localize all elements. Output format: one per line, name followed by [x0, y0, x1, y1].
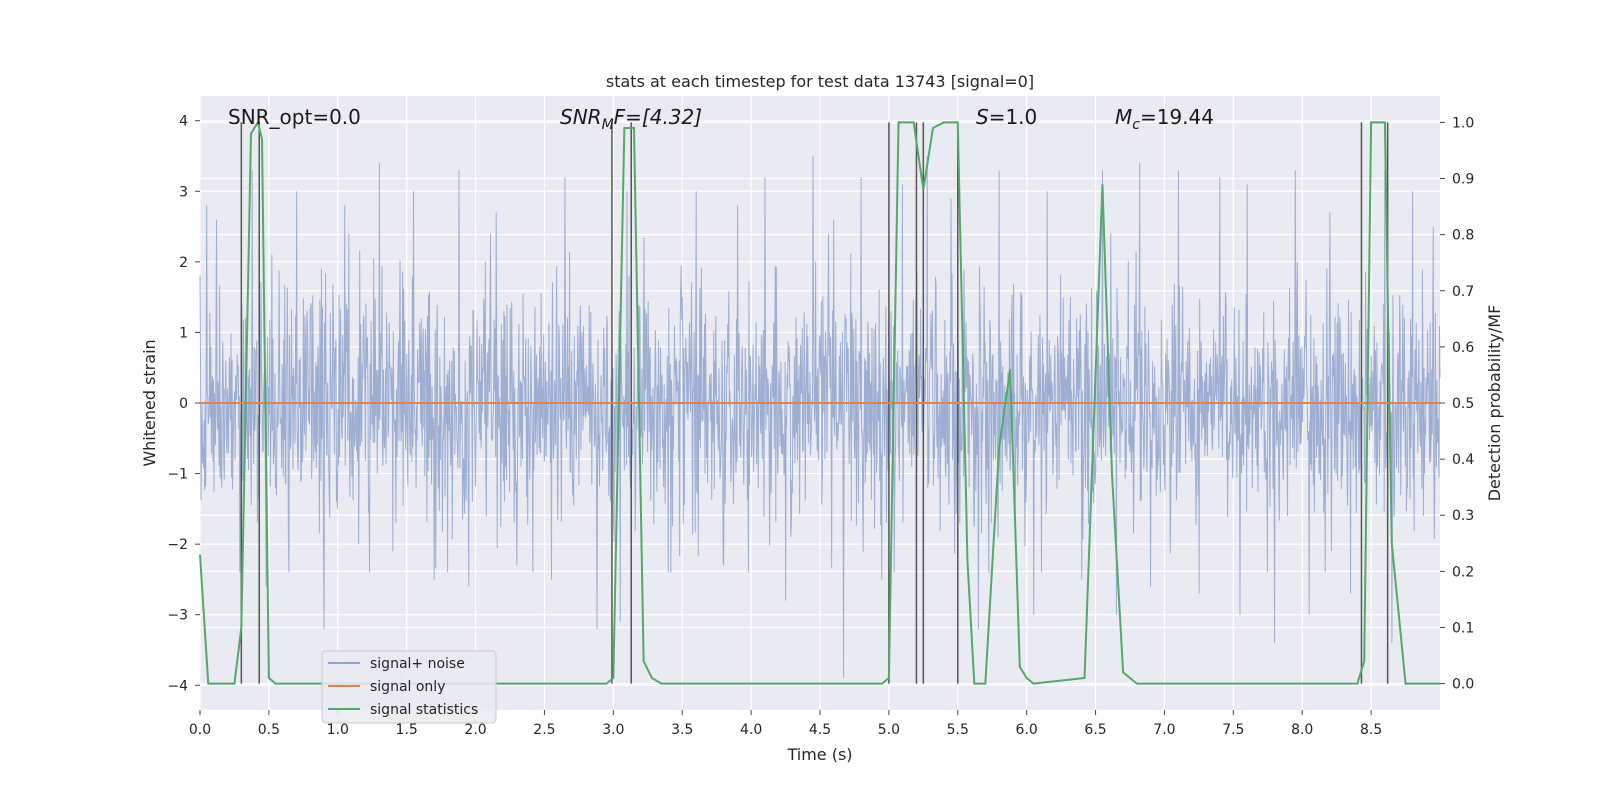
y-axis-right-label: Detection probability/MF — [1485, 305, 1504, 502]
y-right-tick-label: 0.7 — [1452, 284, 1474, 300]
y-left-tick-label: −3 — [167, 608, 188, 624]
y-left-tick-label: 1 — [179, 325, 188, 341]
annotation-mc: Mc=19.44 — [1115, 105, 1214, 133]
legend: signal+ noise signal only signal statist… — [321, 650, 497, 724]
x-tick-label: 0.5 — [258, 722, 280, 738]
y-right-tick-label: 0.9 — [1452, 172, 1474, 188]
x-axis-ticks: 0.0 0.5 1.0 1.5 2.0 2.5 3.0 3.5 4.0 4.5 5.0 5.5 6.0 6… — [189, 710, 1382, 738]
annotation-snr-mf-sub: M — [602, 117, 614, 133]
annotation-mc-rest: =19.44 — [1140, 105, 1214, 129]
series-signal-noise — [199, 155, 1441, 679]
legend-box — [321, 650, 497, 724]
y-left-tick-label: 0 — [179, 396, 188, 412]
y-right-tick-label: 1.0 — [1452, 115, 1474, 131]
legend-entry-signal: signal only — [370, 679, 445, 695]
y-left-tick-label: 2 — [179, 255, 188, 271]
y-axis-left-ticks: −4 −3 −2 −1 0 1 2 3 4 — [167, 114, 200, 694]
y-right-tick-label: 0.2 — [1452, 564, 1474, 580]
annotation-snr-mf: SNRMF=[4.32] — [560, 105, 702, 133]
legend-entry-statistics: signal statistics — [370, 702, 478, 718]
y-left-tick-label: −1 — [167, 467, 188, 483]
annotation-snr-opt: SNR_opt=0.0 — [228, 105, 361, 129]
y-axis-right-ticks: 0.0 0.1 0.2 0.3 0.4 0.5 0.6 0.7 0.8 0.9 1.0 — [1440, 115, 1474, 693]
x-tick-label: 2.0 — [464, 722, 486, 738]
y-right-tick-label: 0.8 — [1452, 228, 1474, 244]
x-tick-label: 8.5 — [1360, 722, 1382, 738]
y-left-tick-label: −2 — [167, 537, 188, 553]
x-tick-label: 6.5 — [1084, 722, 1106, 738]
legend-entry-noise: signal+ noise — [370, 656, 465, 672]
x-tick-label: 7.0 — [1153, 722, 1175, 738]
x-tick-label: 4.5 — [809, 722, 831, 738]
y-left-tick-label: 4 — [179, 114, 188, 130]
x-tick-label: 5.5 — [947, 722, 969, 738]
y-left-tick-label: 3 — [179, 184, 188, 200]
annotation-mc-main: M — [1115, 105, 1132, 129]
x-tick-label: 3.0 — [602, 722, 624, 738]
chart-title: stats at each timestep for test data 137… — [606, 72, 1034, 91]
x-tick-label: 2.5 — [533, 722, 555, 738]
x-tick-label: 5.0 — [878, 722, 900, 738]
y-right-tick-label: 0.1 — [1452, 620, 1474, 636]
x-tick-label: 3.5 — [671, 722, 693, 738]
y-right-tick-label: 0.4 — [1452, 452, 1474, 468]
y-right-tick-label: 0.5 — [1452, 396, 1474, 412]
line-series — [199, 119, 1440, 685]
annotation-s-rest: =1.0 — [989, 105, 1038, 129]
x-tick-label: 0.0 — [189, 722, 211, 738]
noise-series — [199, 155, 1441, 679]
x-tick-label: 6.0 — [1016, 722, 1038, 738]
x-tick-label: 4.0 — [740, 722, 762, 738]
annotation-snr-mf-main: SNR — [560, 105, 602, 129]
x-tick-label: 1.5 — [396, 722, 418, 738]
y-axis-left-label: Whitened strain — [140, 339, 159, 466]
y-right-tick-label: 0.3 — [1452, 508, 1474, 524]
x-tick-label: 8.0 — [1291, 722, 1313, 738]
y-right-tick-label: 0.6 — [1452, 340, 1474, 356]
annotation-snr-mf-rest: F=[4.32] — [614, 105, 702, 129]
x-tick-label: 1.0 — [327, 722, 349, 738]
x-axis-label: Time (s) — [786, 745, 852, 764]
annotation-s-main: S — [976, 105, 989, 129]
annotation-mc-sub: c — [1132, 117, 1140, 133]
y-left-tick-label: −4 — [167, 678, 188, 694]
annotation-s: S=1.0 — [976, 105, 1037, 129]
y-right-tick-label: 0.0 — [1452, 677, 1474, 693]
series-signal-statistics — [199, 119, 1440, 685]
x-tick-label: 7.5 — [1222, 722, 1244, 738]
